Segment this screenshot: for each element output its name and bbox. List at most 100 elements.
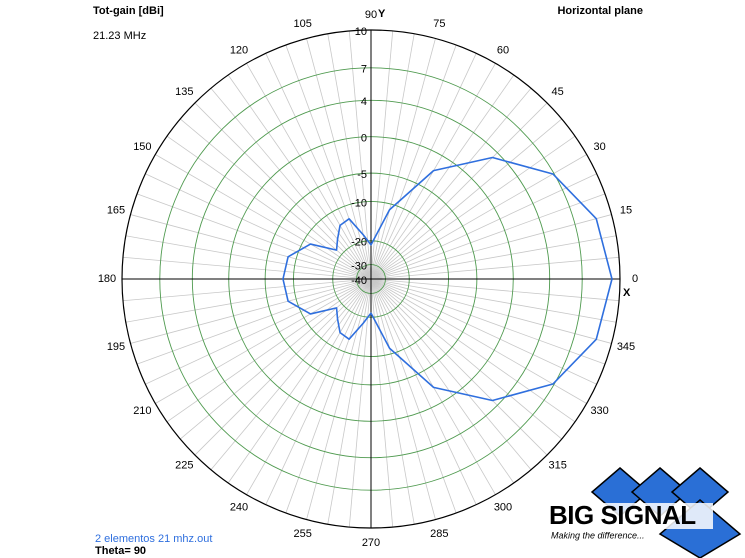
angle-tick-label: 270 — [362, 537, 380, 549]
radial-line — [370, 278, 415, 525]
radial-line — [179, 118, 372, 280]
radial-line — [246, 278, 372, 495]
angle-tick-label: 180 — [98, 273, 116, 285]
radial-line — [370, 278, 576, 423]
angle-tick-label: 120 — [230, 44, 248, 56]
radial-line — [166, 278, 372, 423]
angle-tick-label: 195 — [107, 341, 125, 353]
angle-tick-label: 150 — [133, 141, 151, 153]
angle-tick-label: 225 — [175, 460, 193, 472]
angle-tick-label: 30 — [594, 141, 606, 153]
angle-tick-label: 345 — [617, 341, 635, 353]
y-axis-label: Y — [378, 8, 386, 20]
angle-tick-label: 300 — [494, 502, 512, 514]
r-tick-label: 4 — [361, 96, 367, 108]
radial-line — [370, 278, 612, 344]
radial-line — [136, 193, 372, 280]
angle-tick-label: 75 — [433, 18, 445, 30]
grid — [121, 29, 621, 529]
radial-line — [370, 235, 617, 280]
pattern-line — [282, 156, 613, 402]
angle-tick-label: 15 — [620, 205, 632, 217]
logo-tagline: Making the difference... — [551, 530, 645, 540]
radial-line — [306, 278, 372, 520]
radial-line — [370, 154, 587, 280]
logo-backdrop — [548, 503, 713, 529]
radial-line — [327, 33, 372, 280]
radial-line — [370, 214, 612, 280]
radial-line — [370, 87, 532, 280]
radial-line — [155, 278, 372, 404]
radial-line — [130, 214, 372, 280]
r-tick-label: 10 — [355, 26, 367, 38]
plane-label: Horizontal plane — [557, 5, 643, 17]
theta-note: Theta= 90 — [95, 545, 146, 557]
radial-line — [265, 53, 372, 280]
radial-line — [210, 278, 372, 471]
r-tick-label: -20 — [351, 237, 367, 249]
angle-tick-label: 165 — [107, 205, 125, 217]
radial-line — [370, 278, 617, 323]
angle-tick-label: 60 — [497, 44, 509, 56]
radial-line — [370, 278, 436, 520]
radial-line — [370, 278, 587, 404]
radial-line — [370, 118, 563, 280]
radial-line — [227, 74, 372, 280]
radial-line — [155, 154, 372, 280]
angle-tick-label: 330 — [590, 405, 608, 417]
radial-line — [370, 278, 620, 302]
radial-line — [370, 278, 532, 471]
r-tick-label: -5 — [357, 169, 367, 181]
angle-tick-label: 105 — [293, 18, 311, 30]
angle-tick-label: 45 — [552, 86, 564, 98]
radial-line — [370, 256, 620, 280]
logo-text: BIG SIGNAL — [549, 500, 696, 530]
radial-line — [210, 87, 372, 280]
radial-line — [370, 102, 548, 280]
r-tick-label: 0 — [361, 133, 367, 145]
radial-line — [179, 278, 372, 440]
radial-line — [285, 44, 372, 280]
radial-line — [348, 30, 372, 280]
radial-line — [370, 278, 457, 514]
radial-line — [166, 135, 372, 280]
radial-line — [370, 278, 477, 505]
radial-line — [145, 278, 372, 385]
legend-entry: 2 elementos 21 mhz.out — [95, 533, 212, 545]
angle-tick-label: 210 — [133, 405, 151, 417]
radial-line — [370, 173, 597, 280]
radial-line — [246, 63, 372, 280]
radial-line — [125, 235, 372, 280]
radial-line — [306, 38, 372, 280]
radial-line — [136, 278, 372, 365]
radial-line — [130, 278, 372, 344]
r-tick-label: -30 — [351, 260, 367, 272]
angle-tick-label: 315 — [548, 460, 566, 472]
radial-line — [370, 74, 515, 280]
angle-tick-label: 255 — [293, 528, 311, 540]
radial-line — [370, 278, 606, 365]
angle-tick-label: 240 — [230, 502, 248, 514]
radial-line — [370, 278, 515, 484]
radial-line — [370, 193, 606, 280]
radial-line — [122, 256, 372, 280]
radial-line — [194, 102, 372, 280]
radial-line — [370, 278, 548, 456]
angle-tick-label: 90 — [365, 9, 377, 21]
r-tick-label: 7 — [361, 64, 367, 76]
radial-line — [122, 278, 372, 302]
radial-line — [227, 278, 372, 484]
angle-tick-label: 285 — [430, 528, 448, 540]
r-tick-label: -40 — [351, 275, 367, 287]
radial-line — [370, 278, 597, 385]
angle-tick-label: 0 — [632, 273, 638, 285]
logo: BIG SIGNAL Making the difference... — [548, 467, 742, 558]
radial-line — [370, 38, 436, 280]
angle-tick-label: 135 — [175, 86, 193, 98]
radial-line — [370, 53, 477, 280]
radial-line — [370, 33, 415, 280]
radial-line — [265, 278, 372, 505]
radial-line — [285, 278, 372, 514]
radial-line — [125, 278, 372, 323]
